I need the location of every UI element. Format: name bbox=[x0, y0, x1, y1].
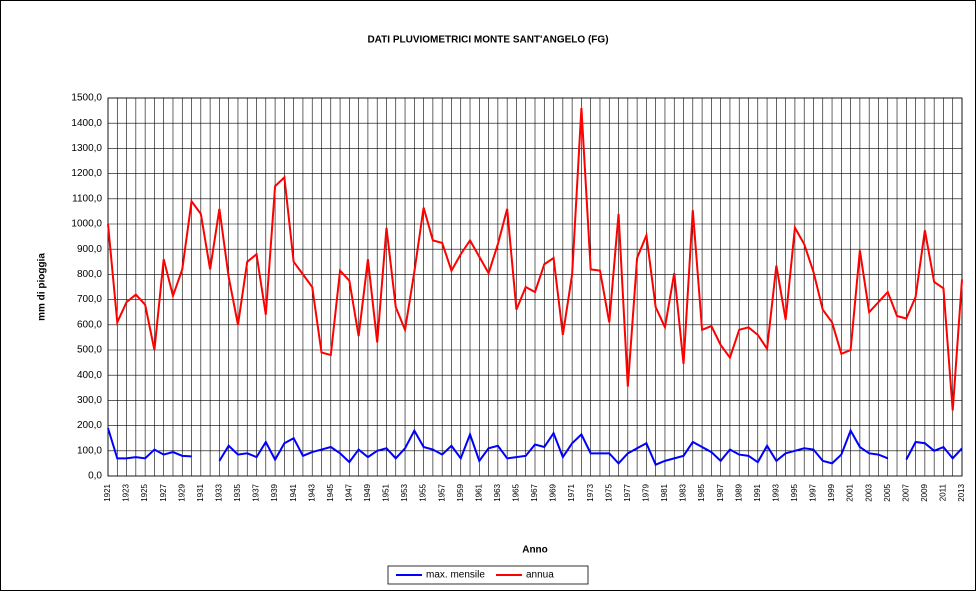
x-tick-label: 1999 bbox=[827, 483, 836, 501]
x-tick-label: 2005 bbox=[883, 483, 892, 501]
y-tick-label: 1500,0 bbox=[71, 93, 102, 104]
x-tick-label: 1945 bbox=[326, 483, 335, 501]
chart-title: DATI PLUVIOMETRICI MONTE SANT'ANGELO (FG… bbox=[367, 35, 608, 46]
x-tick-label: 1937 bbox=[252, 483, 261, 501]
x-tick-label: 1949 bbox=[363, 483, 372, 501]
x-tick-label: 1931 bbox=[196, 483, 205, 501]
x-tick-label: 1925 bbox=[140, 483, 149, 501]
x-tick-label: 1971 bbox=[567, 483, 576, 501]
x-tick-label: 1983 bbox=[679, 483, 688, 501]
x-tick-label: 1965 bbox=[512, 483, 521, 501]
y-tick-label: 1100,0 bbox=[72, 193, 102, 204]
x-tick-label: 1955 bbox=[419, 483, 428, 501]
x-tick-label: 1957 bbox=[437, 483, 446, 501]
x-tick-label: 1963 bbox=[493, 483, 502, 501]
x-tick-label: 1995 bbox=[790, 483, 799, 501]
y-tick-label: 100,0 bbox=[77, 445, 102, 456]
y-tick-label: 1400,0 bbox=[71, 118, 102, 129]
y-tick-label: 700,0 bbox=[77, 294, 102, 305]
legend-box bbox=[387, 565, 589, 585]
x-tick-label: 1977 bbox=[623, 483, 632, 501]
x-tick-label: 1985 bbox=[697, 483, 706, 501]
x-tick-label: 1975 bbox=[604, 483, 613, 501]
x-tick-label: 1953 bbox=[400, 483, 409, 501]
y-tick-label: 1200,0 bbox=[71, 168, 102, 179]
x-tick-label: 1941 bbox=[289, 483, 298, 501]
y-tick-label: 1300,0 bbox=[71, 143, 102, 154]
y-tick-label: 600,0 bbox=[77, 319, 102, 330]
x-tick-label: 1933 bbox=[215, 483, 224, 501]
y-tick-label: 900,0 bbox=[77, 244, 102, 255]
line-series bbox=[107, 108, 963, 411]
x-tick-label: 1929 bbox=[177, 483, 186, 501]
x-tick-label: 2003 bbox=[864, 483, 873, 501]
y-axis-label: mm di pioggia bbox=[37, 253, 48, 321]
x-tick-label: 1959 bbox=[456, 483, 465, 501]
x-tick-label: 1997 bbox=[809, 483, 818, 501]
x-tick-label: 1935 bbox=[233, 483, 242, 501]
x-tick-label: 1947 bbox=[344, 483, 353, 501]
y-tick-label: 1000,0 bbox=[71, 219, 102, 230]
x-tick-label: 1923 bbox=[122, 483, 131, 501]
x-tick-label: 2009 bbox=[920, 483, 929, 501]
x-tick-label: 2013 bbox=[957, 483, 966, 501]
x-tick-label: 1951 bbox=[382, 483, 391, 501]
x-tick-label: 1969 bbox=[549, 483, 558, 501]
x-tick-label: 2001 bbox=[846, 483, 855, 501]
line-series bbox=[107, 427, 963, 466]
x-tick-label: 1987 bbox=[716, 483, 725, 501]
x-tick-label: 2011 bbox=[939, 483, 948, 501]
x-tick-label: 1989 bbox=[734, 483, 743, 501]
x-tick-label: 1927 bbox=[159, 483, 168, 501]
y-tick-label: 800,0 bbox=[77, 269, 102, 280]
legend-label: max. mensile bbox=[426, 570, 485, 581]
x-tick-label: 1991 bbox=[753, 483, 762, 501]
legend-label: annua bbox=[526, 570, 554, 581]
x-tick-label: 1979 bbox=[642, 483, 651, 501]
x-tick-label: 2007 bbox=[901, 483, 910, 501]
x-tick-label: 1921 bbox=[103, 483, 112, 501]
y-tick-label: 500,0 bbox=[77, 345, 102, 356]
x-tick-label: 1981 bbox=[660, 483, 669, 501]
x-tick-label: 1943 bbox=[307, 483, 316, 501]
x-axis-label: Anno bbox=[522, 545, 548, 556]
x-tick-label: 1939 bbox=[270, 483, 279, 501]
x-tick-label: 1993 bbox=[771, 483, 780, 501]
y-tick-label: 300,0 bbox=[77, 395, 102, 406]
y-tick-label: 400,0 bbox=[77, 370, 102, 381]
x-tick-label: 1973 bbox=[586, 483, 595, 501]
y-tick-label: 200,0 bbox=[77, 420, 102, 431]
x-tick-label: 1967 bbox=[530, 483, 539, 501]
x-tick-label: 1961 bbox=[474, 483, 483, 501]
y-tick-label: 0,0 bbox=[88, 471, 102, 482]
